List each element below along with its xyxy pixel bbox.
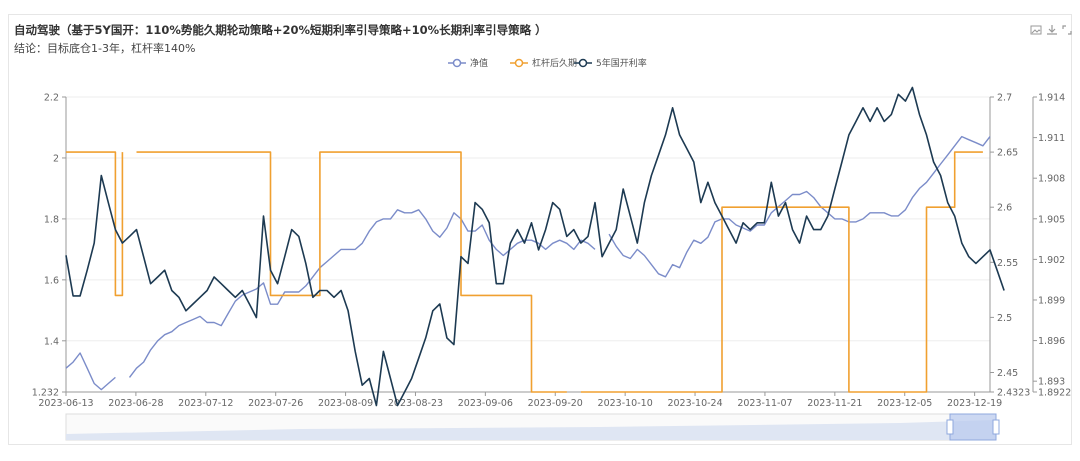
save-image-icon[interactable] <box>1030 24 1042 36</box>
image-icon <box>1030 25 1042 35</box>
x-tick-label: 2023-11-07 <box>737 398 792 409</box>
chart-subtitle: 结论：目标底仓1-3年，杠杆率140% <box>14 42 196 55</box>
y-tick-label: 2 <box>53 153 59 164</box>
x-tick-label: 2023-12-19 <box>947 398 1002 409</box>
legend-label: 净值 <box>470 57 488 69</box>
x-tick-label: 2023-08-23 <box>388 398 443 409</box>
y-tick-label: 2.2 <box>44 93 59 104</box>
zoom-handle-left[interactable] <box>946 419 954 435</box>
y-tick-label: 1.8922 <box>1038 388 1071 399</box>
y-tick-label: 1.893 <box>1038 377 1065 388</box>
y-tick-label: 2.65 <box>997 148 1018 159</box>
series-line-2 <box>65 86 1005 407</box>
x-tick-label: 2023-10-10 <box>598 398 653 409</box>
chart-title: 自动驾驶（基于5Y国开：110%势能久期轮动策略+20%短期利率引导策略+10%… <box>14 23 547 37</box>
expand-icon[interactable] <box>1061 24 1073 36</box>
expand-arrows-icon <box>1062 25 1072 35</box>
zoom-handle-right[interactable] <box>992 419 1000 435</box>
y-tick-label: 1.899 <box>1038 295 1065 306</box>
legend-item[interactable]: 5年国开利率 <box>574 57 647 69</box>
download-arrow-icon <box>1047 25 1057 35</box>
y-tick-label: 1.914 <box>1038 93 1065 104</box>
legend-swatch-marker <box>452 58 462 68</box>
x-tick-label: 2023-11-21 <box>807 398 862 409</box>
chart-panel <box>8 14 1072 445</box>
x-tick-label: 2023-06-28 <box>108 398 163 409</box>
legend-label: 杠杆后久期 <box>532 57 577 69</box>
series-line-0 <box>65 135 991 391</box>
y-tick-label: 1.911 <box>1038 133 1065 144</box>
x-tick-label: 2023-07-26 <box>248 398 303 409</box>
x-tick-label: 2023-09-20 <box>528 398 583 409</box>
download-icon[interactable] <box>1046 24 1058 36</box>
zoom-selection[interactable] <box>949 413 997 441</box>
y-tick-label: 2.7 <box>997 93 1012 104</box>
y-tick-label: 1.6 <box>44 275 59 286</box>
x-tick-label: 2023-10-24 <box>667 398 722 409</box>
y-tick-label: 2.45 <box>997 368 1018 379</box>
legend-item[interactable]: 净值 <box>448 57 488 69</box>
y-tick-label: 1.905 <box>1038 214 1065 225</box>
x-tick-label: 2023-12-05 <box>877 398 932 409</box>
y-tick-label: 1.902 <box>1038 255 1065 266</box>
legend-swatch-marker <box>578 58 588 68</box>
series-line-1 <box>66 151 983 393</box>
legend-label: 5年国开利率 <box>596 57 647 69</box>
y-tick-label: 2.55 <box>997 258 1018 269</box>
y-tick-label: 2.5 <box>997 313 1012 324</box>
y-tick-label: 1.908 <box>1038 174 1065 185</box>
y-tick-label: 1.232 <box>32 388 59 399</box>
x-tick-label: 2023-08-09 <box>318 398 373 409</box>
legend-swatch-marker <box>514 58 524 68</box>
x-tick-label: 2023-09-06 <box>458 398 513 409</box>
y-tick-label: 2.4323 <box>997 388 1030 399</box>
legend-item[interactable]: 杠杆后久期 <box>510 57 577 69</box>
zoom-preview-area <box>66 420 996 440</box>
y-tick-label: 1.896 <box>1038 336 1065 347</box>
y-tick-label: 1.8 <box>44 214 59 225</box>
x-tick-label: 2023-07-12 <box>178 398 233 409</box>
y-tick-label: 2.6 <box>997 203 1012 214</box>
x-tick-label: 2023-06-13 <box>38 398 93 409</box>
y-tick-label: 1.4 <box>44 336 59 347</box>
